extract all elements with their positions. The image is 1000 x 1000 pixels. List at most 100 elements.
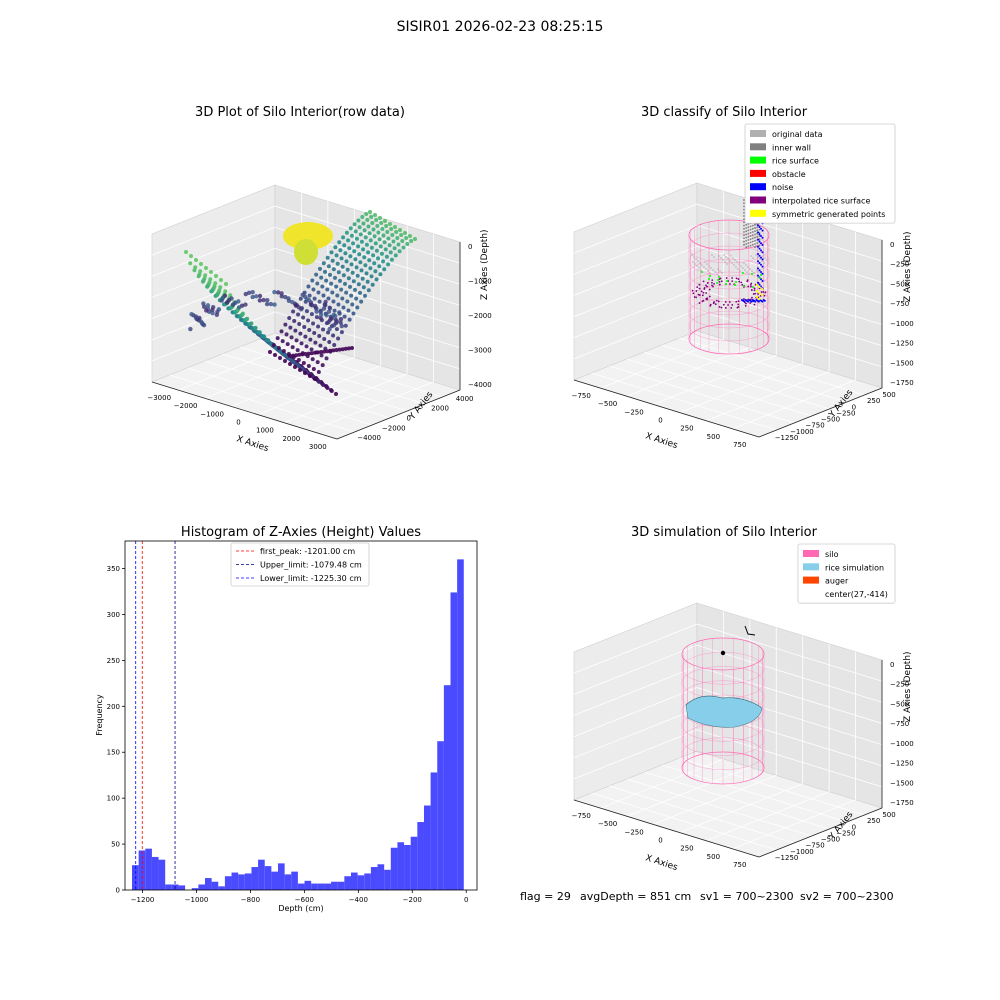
data-point	[338, 320, 343, 325]
point-noise	[761, 280, 764, 282]
data-point	[184, 250, 188, 254]
legend-frame	[744, 123, 896, 224]
data-point	[321, 327, 326, 332]
histogram-legend: first_peak: -1201.00 cm Upper_limit: -107…	[230, 542, 370, 587]
legend-frame	[230, 542, 370, 587]
data-point	[285, 342, 290, 347]
point-rice-surface	[735, 281, 737, 283]
data-point	[395, 235, 400, 240]
data-point	[219, 278, 223, 282]
point-interpolated	[713, 283, 715, 285]
sv1-text: sv1 = 700~2300	[700, 890, 794, 903]
data-point	[312, 296, 317, 301]
data-point	[342, 314, 347, 319]
point-symmetric	[758, 297, 761, 301]
data-point	[381, 259, 386, 264]
point-interpolated	[700, 290, 703, 293]
point-noise	[758, 240, 761, 243]
point-noise	[743, 300, 746, 303]
data-point	[257, 293, 263, 299]
point-inner-wall	[751, 224, 754, 227]
data-point	[283, 359, 287, 363]
point-original	[712, 269, 714, 271]
point-inner-wall	[743, 215, 745, 217]
data-point	[268, 301, 274, 307]
data-point	[384, 224, 389, 229]
data-point	[361, 221, 366, 226]
point-original	[698, 267, 700, 269]
grid-line	[644, 771, 830, 830]
data-point	[301, 361, 306, 366]
point-original	[692, 261, 694, 263]
histogram-frame	[124, 540, 478, 891]
data-point	[339, 256, 344, 261]
point-original	[762, 255, 764, 257]
z-tick-label: −250	[890, 261, 909, 269]
data-point	[296, 312, 301, 317]
data-point	[343, 251, 348, 256]
grid-line	[653, 355, 777, 405]
data-point	[303, 334, 308, 339]
point-noise	[760, 242, 762, 245]
histogram-bar	[244, 873, 252, 890]
data-point	[344, 230, 349, 235]
data-point	[356, 218, 361, 223]
data-point	[224, 300, 230, 305]
data-point	[306, 318, 311, 323]
legend-swatch	[750, 169, 766, 177]
data-point	[368, 210, 372, 214]
point-interpolated	[709, 303, 712, 306]
grid-line	[573, 623, 883, 682]
grid-line	[222, 353, 408, 412]
point-interpolated	[750, 282, 753, 285]
data-point	[316, 290, 321, 295]
point-noise	[761, 251, 764, 254]
point-inner-wall	[745, 230, 748, 233]
z-tick-label: −1000	[890, 320, 914, 328]
data-point	[344, 290, 349, 295]
y-tick-label: −4000	[357, 434, 381, 442]
point-original	[725, 256, 727, 258]
data-point	[331, 267, 336, 272]
point-interpolated	[728, 301, 731, 303]
data-point	[339, 287, 344, 292]
data-point	[272, 289, 277, 295]
histogram-bar	[211, 881, 219, 890]
data-point	[283, 322, 288, 327]
point-inner-wall	[743, 221, 745, 224]
data-point	[192, 268, 197, 273]
x-tick-label: −250	[624, 828, 643, 836]
point-original	[750, 255, 752, 257]
point-interpolated	[738, 280, 741, 283]
point-rice-surface	[725, 283, 727, 285]
point-original	[761, 260, 763, 262]
z-tick-label: −500	[890, 280, 909, 288]
data-point	[309, 347, 314, 352]
grid-line	[151, 269, 461, 327]
data-point	[223, 289, 228, 294]
classify-legend: original data inner wall rice surface obsta…	[744, 123, 896, 224]
histogram-bar	[165, 884, 172, 890]
data-point	[346, 276, 351, 281]
x-tick-label: 0	[658, 837, 662, 845]
histogram-bar	[377, 864, 385, 890]
point-original	[730, 255, 732, 257]
data-point	[360, 214, 365, 219]
point-inner-wall	[751, 237, 754, 240]
data-point	[250, 289, 255, 295]
data-point	[317, 299, 322, 304]
point-inner-wall	[743, 218, 745, 221]
y-tick-label: 50	[111, 841, 120, 849]
point-interpolated	[753, 289, 756, 292]
point-inner-wall	[749, 231, 752, 234]
data-point	[297, 352, 302, 357]
data-point	[303, 371, 307, 375]
grid-line	[600, 338, 724, 389]
data-point	[373, 213, 377, 217]
point-interpolated	[724, 307, 727, 309]
data-point	[323, 269, 327, 274]
data-point	[337, 310, 342, 315]
point-inner-wall	[754, 239, 756, 242]
data-point	[330, 258, 335, 263]
data-point	[327, 326, 332, 332]
